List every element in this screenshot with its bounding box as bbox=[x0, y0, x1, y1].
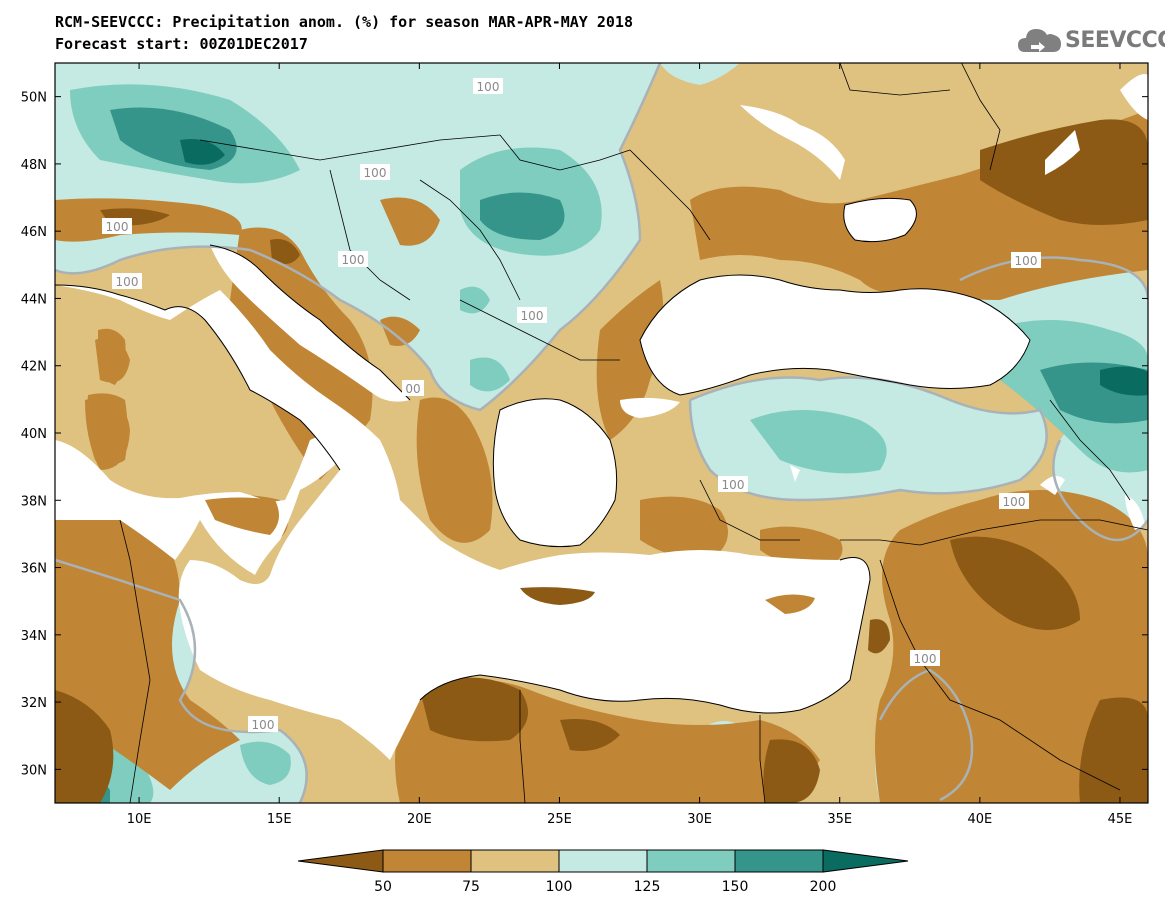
lat-tick-label: 42N bbox=[21, 360, 47, 375]
lon-tick-label: 15E bbox=[267, 812, 292, 827]
map-title: RCM-SEEVCCC: Precipitation anom. (%) for… bbox=[55, 13, 633, 31]
lat-tick-label: 32N bbox=[21, 696, 47, 711]
contour-label-bg bbox=[517, 307, 547, 323]
lon-tick-label: 45E bbox=[1108, 812, 1133, 827]
contour-lines bbox=[55, 63, 1148, 803]
contour-label-bg bbox=[910, 650, 940, 666]
lat-tick-label: 40N bbox=[21, 427, 47, 442]
contour-label-bg bbox=[248, 716, 278, 732]
logo-text: SEEVCCC bbox=[1065, 28, 1165, 53]
contour-labels: 100 100 100 100 100 100 100 100 100 00 100 100 bbox=[102, 78, 1041, 732]
contour-label-bg bbox=[718, 476, 748, 492]
contour-label: 100 bbox=[914, 652, 937, 666]
longitude-axis: 10E 15E 20E 25E 30E 35E 40E 45E bbox=[127, 63, 1133, 827]
contour-label: 100 bbox=[1003, 495, 1026, 509]
contour-label: 100 bbox=[1015, 254, 1038, 268]
latitude-axis: 50N 48N 46N 44N 42N 40N 38N 36N 34N 32N 30N bbox=[21, 91, 1148, 778]
contour-label-bg bbox=[999, 493, 1029, 509]
lon-tick-label: 20E bbox=[407, 812, 432, 827]
lon-tick-label: 30E bbox=[687, 812, 712, 827]
contour-label: 100 bbox=[722, 478, 745, 492]
lat-tick-label: 34N bbox=[21, 629, 47, 644]
inland-waters bbox=[740, 105, 1145, 530]
lon-tick-label: 25E bbox=[547, 812, 572, 827]
lat-tick-label: 48N bbox=[21, 158, 47, 173]
anomaly-field bbox=[55, 63, 1148, 803]
contour-label-bg bbox=[338, 251, 368, 267]
contour-label-bg bbox=[473, 78, 503, 94]
contour-label: 100 bbox=[116, 275, 139, 289]
contour-label: 00 bbox=[405, 382, 420, 396]
lat-tick-label: 36N bbox=[21, 562, 47, 577]
islands bbox=[87, 328, 815, 614]
country-borders bbox=[119, 63, 1148, 803]
contour-label: 100 bbox=[342, 253, 365, 267]
lat-tick-label: 46N bbox=[21, 225, 47, 240]
contour-label: 100 bbox=[521, 309, 544, 323]
contour-label: 100 bbox=[477, 80, 500, 94]
seevccc-logo: SEEVCCC bbox=[1017, 22, 1165, 62]
contour-label: 100 bbox=[364, 166, 387, 180]
cloud-icon bbox=[1018, 29, 1061, 52]
lon-tick-label: 40E bbox=[967, 812, 992, 827]
contour-label-bg bbox=[402, 380, 424, 396]
lat-tick-label: 30N bbox=[21, 763, 47, 778]
coastlines bbox=[55, 197, 1031, 714]
lat-tick-label: 38N bbox=[21, 494, 47, 509]
sea-areas bbox=[55, 74, 1148, 760]
contour-label-bg bbox=[360, 164, 390, 180]
contour-label-bg bbox=[1011, 252, 1041, 268]
anomaly-50-75 bbox=[55, 110, 1148, 803]
anomaly-below-50 bbox=[55, 119, 1148, 803]
lon-tick-label: 10E bbox=[127, 812, 152, 827]
contour-label: 100 bbox=[106, 220, 129, 234]
forecast-start: Forecast start: 00Z01DEC2017 bbox=[55, 35, 308, 53]
contour-label: 100 bbox=[252, 718, 275, 732]
lon-tick-label: 35E bbox=[827, 812, 852, 827]
contour-label-bg bbox=[102, 218, 132, 234]
contour-label-bg bbox=[112, 273, 142, 289]
lat-tick-label: 44N bbox=[21, 292, 47, 307]
lat-tick-label: 50N bbox=[21, 91, 47, 106]
